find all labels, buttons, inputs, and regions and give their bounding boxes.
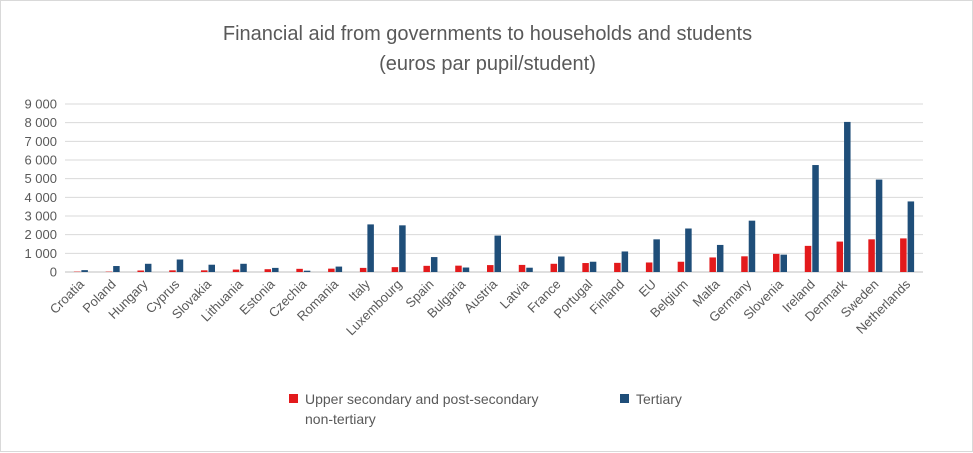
- bar-tertiary: [431, 257, 438, 272]
- x-category-label: EU: [636, 277, 659, 300]
- bar-tertiary: [495, 236, 502, 272]
- bar-tertiary: [113, 266, 120, 272]
- bar-tertiary: [844, 122, 851, 272]
- bar-upper-secondary: [837, 242, 844, 272]
- bar-tertiary: [399, 225, 406, 272]
- bar-tertiary: [304, 271, 311, 272]
- y-tick-label: 6 000: [24, 153, 57, 168]
- y-tick-label: 1 000: [24, 246, 57, 261]
- y-tick-label: 2 000: [24, 227, 57, 242]
- y-tick-label: 7 000: [24, 134, 57, 149]
- bar-upper-secondary: [678, 262, 685, 272]
- x-category-label: Croatia: [47, 276, 88, 317]
- bar-tertiary: [367, 224, 374, 272]
- bar-tertiary: [590, 262, 597, 272]
- bar-tertiary: [653, 239, 660, 272]
- bar-upper-secondary: [741, 256, 748, 272]
- bar-tertiary: [272, 268, 279, 272]
- x-category-label: Austria: [461, 276, 501, 316]
- bar-tertiary: [81, 270, 88, 272]
- legend-item-upper-secondary: Upper secondary and post-secondary non-t…: [289, 389, 538, 429]
- x-category-label: Italy: [346, 276, 374, 304]
- legend-label-tertiary: Tertiary: [636, 389, 682, 409]
- legend-label-line2: non-tertiary: [305, 411, 376, 427]
- bar-upper-secondary: [646, 262, 653, 272]
- bar-upper-secondary: [423, 266, 430, 272]
- y-tick-label: 3 000: [24, 209, 57, 224]
- bar-upper-secondary: [868, 239, 875, 272]
- bar-tertiary: [240, 264, 247, 272]
- bar-upper-secondary: [265, 269, 272, 272]
- legend: Upper secondary and post-secondary non-t…: [289, 389, 729, 433]
- bar-tertiary: [558, 257, 565, 272]
- y-tick-label: 0: [50, 265, 57, 280]
- bar-upper-secondary: [169, 270, 176, 272]
- bar-tertiary: [876, 180, 883, 272]
- bar-upper-secondary: [455, 266, 462, 272]
- y-tick-label: 9 000: [24, 97, 57, 112]
- y-tick-label: 8 000: [24, 115, 57, 130]
- x-category-label: Finland: [586, 277, 627, 318]
- bar-tertiary: [526, 268, 533, 272]
- bar-upper-secondary: [233, 270, 240, 272]
- bar-upper-secondary: [360, 268, 367, 272]
- bar-tertiary: [717, 245, 724, 272]
- bar-tertiary: [908, 201, 915, 272]
- legend-label-line1: Upper secondary and post-secondary: [305, 391, 538, 407]
- bar-tertiary: [622, 251, 629, 272]
- bar-tertiary: [685, 229, 692, 272]
- bar-upper-secondary: [773, 254, 780, 272]
- bar-tertiary: [781, 255, 788, 272]
- bar-upper-secondary: [614, 263, 621, 272]
- bar-upper-secondary: [137, 271, 144, 272]
- legend-swatch-upper-secondary: [289, 394, 298, 403]
- legend-label-upper-secondary: Upper secondary and post-secondary non-t…: [305, 389, 538, 429]
- bar-upper-secondary: [201, 270, 208, 272]
- legend-swatch-tertiary: [620, 394, 629, 403]
- bar-upper-secondary: [900, 238, 907, 272]
- bar-upper-secondary: [392, 267, 399, 272]
- legend-item-tertiary: Tertiary: [620, 389, 682, 409]
- bar-upper-secondary: [551, 264, 558, 272]
- bar-upper-secondary: [487, 265, 494, 272]
- bar-upper-secondary: [805, 246, 812, 272]
- bar-tertiary: [749, 221, 756, 272]
- bar-tertiary: [209, 265, 216, 272]
- bar-upper-secondary: [328, 269, 335, 272]
- bar-tertiary: [145, 264, 152, 272]
- bar-tertiary: [812, 165, 819, 272]
- bar-tertiary: [463, 268, 470, 272]
- y-tick-label: 4 000: [24, 190, 57, 205]
- y-tick-label: 5 000: [24, 171, 57, 186]
- bar-upper-secondary: [296, 269, 303, 272]
- bar-upper-secondary: [709, 257, 716, 272]
- bar-tertiary: [177, 259, 184, 272]
- bar-upper-secondary: [582, 263, 589, 272]
- bar-tertiary: [336, 267, 343, 272]
- bar-upper-secondary: [519, 265, 526, 272]
